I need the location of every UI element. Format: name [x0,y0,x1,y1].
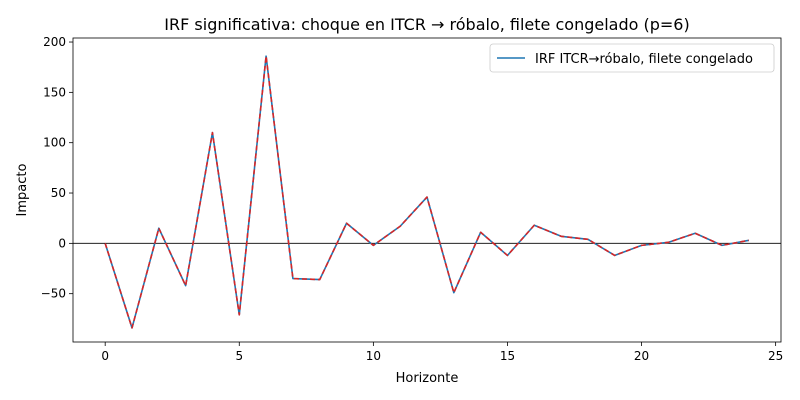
y-tick-label: −50 [41,287,66,301]
chart-title: IRF significativa: choque en ITCR → róba… [164,15,689,34]
series-line-0 [104,55,749,329]
x-axis-label: Horizonte [396,371,459,386]
y-tick-label: 100 [43,136,66,150]
overlay-dashed-line [104,55,749,329]
y-tick-label: 50 [51,186,66,200]
y-ticks: −50 0 50 100 150 200 [41,35,73,301]
y-tick-label: 0 [58,236,66,250]
x-tick-label: 5 [235,349,243,363]
x-tick-label: 15 [500,349,515,363]
x-tick-label: 0 [101,349,109,363]
legend-label: IRF ITCR→róbalo, filete congelado [535,52,753,67]
plot-frame [72,37,782,343]
x-tick-label: 25 [768,349,783,363]
legend-box [489,43,775,73]
y-tick-label: 200 [43,35,66,49]
x-ticks: 0 5 10 15 20 25 [101,342,783,363]
series-layer [104,55,749,329]
y-axis-label: Impacto [15,164,30,217]
x-tick-label: 10 [366,349,381,363]
legend: IRF ITCR→róbalo, filete congelado [489,43,775,73]
y-tick-label: 150 [43,85,66,99]
x-tick-label: 20 [634,349,649,363]
